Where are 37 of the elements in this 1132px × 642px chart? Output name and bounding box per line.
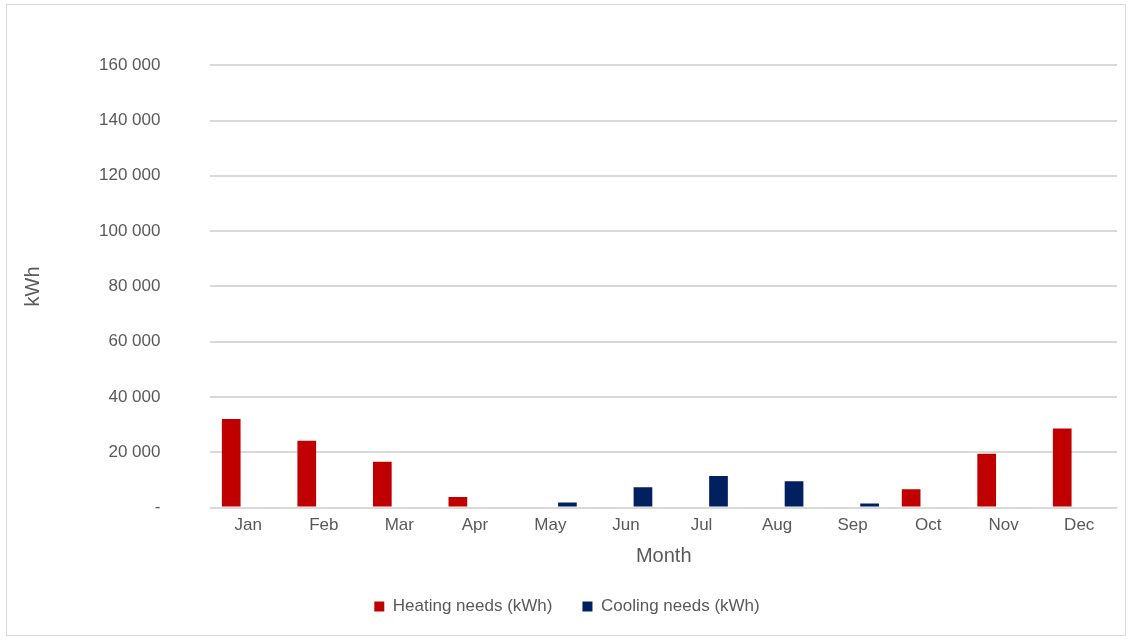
bar <box>977 453 997 507</box>
x-tick-label: Apr <box>461 515 489 535</box>
y-tick-label: 160 000 <box>99 54 161 74</box>
y-axis-title: kWh <box>20 266 43 307</box>
bar <box>221 419 241 507</box>
bar <box>448 497 468 507</box>
bar <box>633 487 653 507</box>
legend-label: Heating needs (kWh) <box>392 596 553 616</box>
y-tick-label: 100 000 <box>99 220 161 240</box>
y-tick-label: 40 000 <box>108 386 161 406</box>
y-tick-label: 60 000 <box>108 331 161 351</box>
x-tick-label: Nov <box>988 515 1020 535</box>
bar <box>297 440 317 507</box>
bar <box>558 502 577 507</box>
x-tick-label: Jun <box>612 515 640 535</box>
x-tick-label: Dec <box>1064 515 1095 535</box>
x-tick-label: May <box>534 515 567 535</box>
bar <box>784 481 804 507</box>
y-tick-label: 20 000 <box>108 441 161 461</box>
x-tick-label: Sep <box>837 515 868 535</box>
x-tick-label: Jul <box>690 515 713 535</box>
x-tick-label: Aug <box>761 515 793 535</box>
bar <box>901 489 921 507</box>
y-tick-label: 120 000 <box>99 165 161 185</box>
x-tick-label: Jan <box>234 515 262 535</box>
bar <box>1052 428 1072 507</box>
x-tick-label: Mar <box>384 515 415 535</box>
x-axis-title: Month <box>635 543 692 566</box>
x-tick-label: Oct <box>914 515 942 535</box>
bar <box>860 503 879 507</box>
bar <box>709 476 728 507</box>
y-tick-label: 80 000 <box>108 276 161 296</box>
y-tick-label: - <box>154 497 161 517</box>
bar <box>372 461 392 507</box>
x-tick-label: Feb <box>309 515 339 535</box>
y-tick-label: 140 000 <box>99 110 161 130</box>
legend-label: Cooling needs (kWh) <box>600 596 760 616</box>
